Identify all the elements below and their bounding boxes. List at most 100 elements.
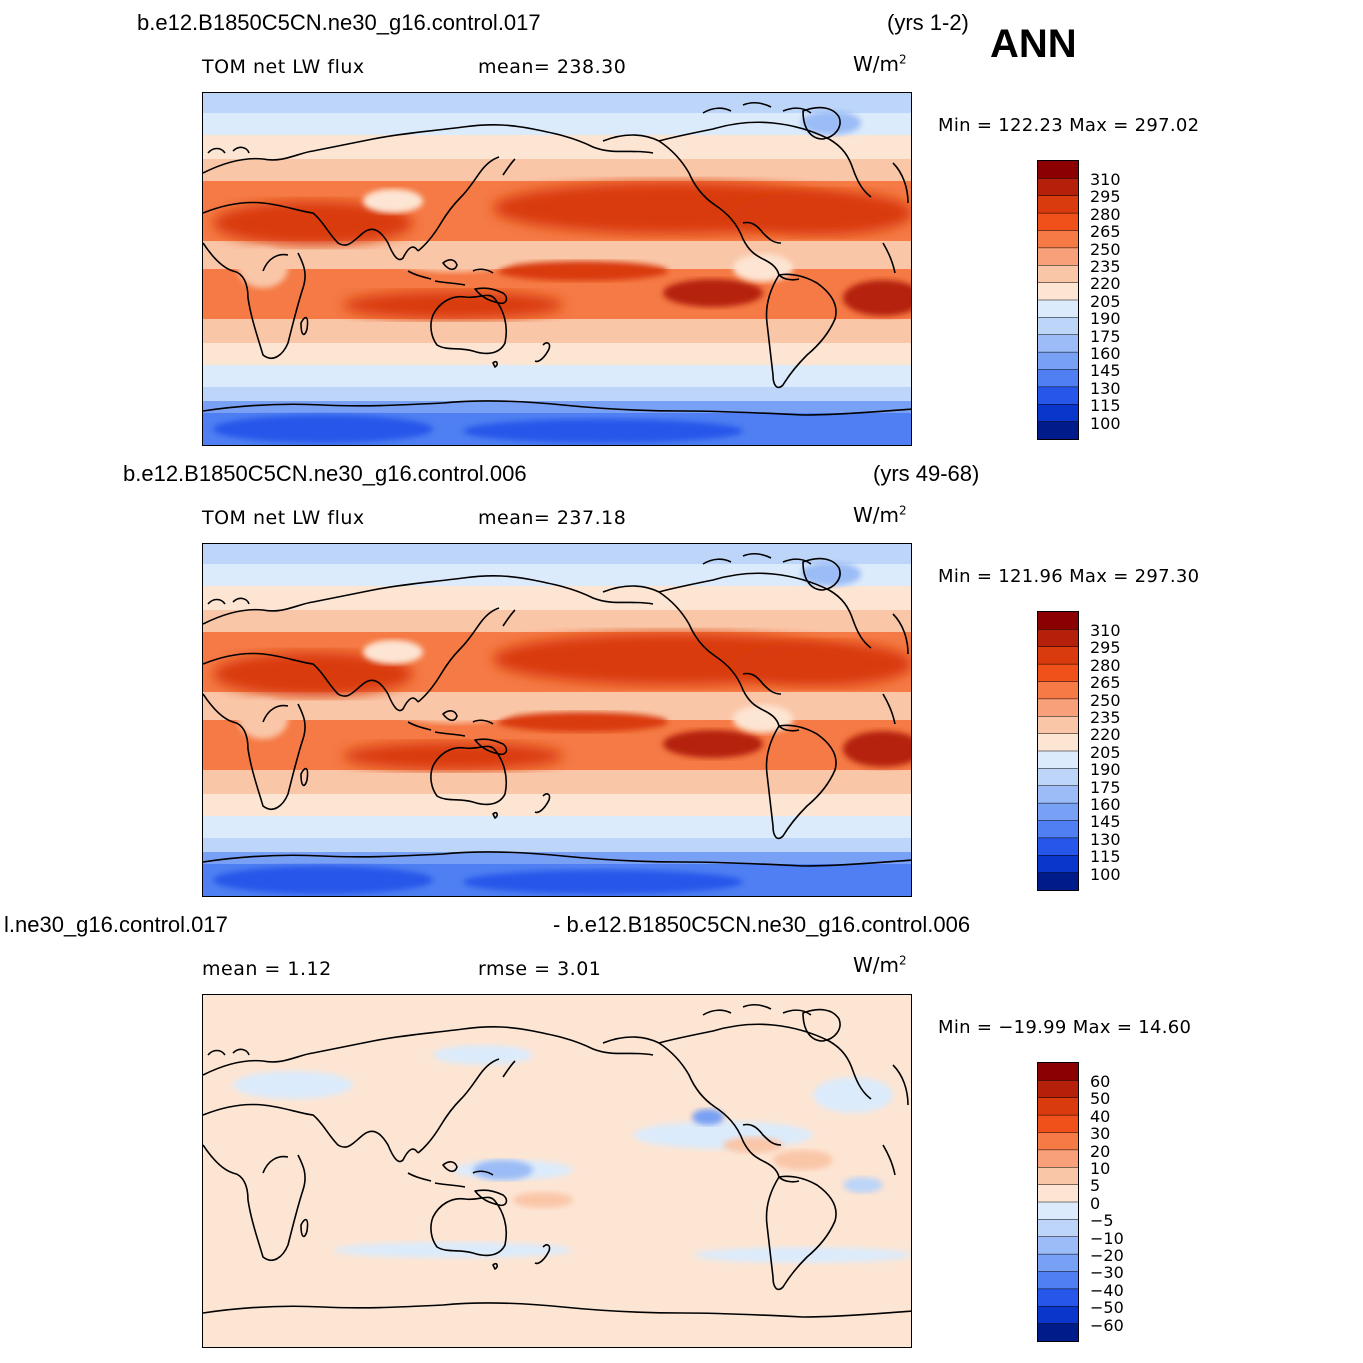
colorbar-swatch	[1038, 1115, 1078, 1134]
colorbar-swatch	[1038, 612, 1078, 630]
colorbar-tick: 175	[1090, 326, 1121, 346]
colorbar-tick: 60	[1090, 1072, 1111, 1091]
colorbar-tick: 280	[1090, 204, 1121, 224]
panel1-minmax: Min = 122.23 Max = 297.02	[938, 115, 1200, 136]
colorbar-tick: 40	[1090, 1106, 1111, 1126]
colorbar-tick: 220	[1090, 274, 1121, 294]
colorbar-tick: 205	[1090, 291, 1121, 311]
colorbar-swatch	[1038, 1306, 1078, 1325]
season-label: ANN	[990, 22, 1077, 66]
panel2-case-title: b.e12.B1850C5CN.ne30_g16.control.006	[123, 461, 527, 486]
colorbar-swatch	[1038, 1097, 1078, 1116]
colorbar-tick: 235	[1090, 257, 1121, 276]
colorbar-tick: 205	[1090, 742, 1121, 762]
colorbar-swatch	[1038, 768, 1078, 787]
colorbar-swatch	[1038, 785, 1078, 804]
colorbar-swatch	[1038, 872, 1078, 890]
colorbar-tick: 250	[1090, 239, 1121, 259]
colorbar-swatch	[1038, 317, 1078, 336]
colorbar-tick: 295	[1090, 187, 1121, 207]
colorbar-tick: 130	[1090, 378, 1121, 398]
colorbar-swatch	[1038, 698, 1078, 717]
panel2-years: (yrs 49-68)	[873, 461, 980, 486]
colorbar-swatch	[1038, 178, 1078, 197]
panel1-variable-label: TOM net LW flux	[202, 56, 365, 78]
panel1-units: W/m2	[853, 52, 907, 76]
colorbar-swatch	[1038, 1288, 1078, 1307]
colorbar-swatch	[1038, 213, 1078, 232]
colorbar-tick: 265	[1090, 673, 1121, 693]
colorbar-swatch	[1038, 1254, 1078, 1273]
colorbar-tick: 190	[1090, 760, 1121, 780]
colorbar-swatch	[1038, 1149, 1078, 1168]
colorbar-tick: 145	[1090, 361, 1121, 381]
colorbar-swatch	[1038, 1219, 1078, 1238]
colorbar-tick: 130	[1090, 829, 1121, 849]
colorbar-tick: 190	[1090, 309, 1121, 329]
panel2-mean-label: mean= 237.18	[478, 507, 627, 529]
colorbar-swatch	[1038, 161, 1078, 179]
colorbar-tick: 235	[1090, 708, 1121, 727]
panel3-map	[202, 994, 912, 1348]
colorbar-swatch	[1038, 629, 1078, 648]
panel3-units: W/m2	[853, 953, 907, 977]
colorbar-tick: 115	[1090, 396, 1121, 416]
colorbar-tick: −5	[1090, 1211, 1114, 1231]
colorbar-tick: 145	[1090, 812, 1121, 832]
colorbar-tick: 20	[1090, 1141, 1111, 1161]
colorbar-tick: 0	[1090, 1193, 1101, 1213]
colorbar-swatch	[1038, 386, 1078, 405]
panel2-units: W/m2	[853, 503, 907, 527]
colorbar-swatch	[1038, 300, 1078, 318]
colorbar-swatch	[1038, 1184, 1078, 1203]
panel2-minmax: Min = 121.96 Max = 297.30	[938, 566, 1200, 587]
colorbar-tick: 100	[1090, 864, 1121, 884]
colorbar-swatch	[1038, 247, 1078, 266]
colorbar-tick: 115	[1090, 847, 1121, 867]
colorbar-tick: −20	[1090, 1246, 1124, 1265]
colorbar-tick: −60	[1090, 1315, 1124, 1335]
colorbar-swatch	[1038, 1271, 1078, 1290]
panel2-variable-label: TOM net LW flux	[202, 507, 365, 529]
colorbar-tick: 310	[1090, 170, 1121, 189]
colorbar-swatch	[1038, 1323, 1078, 1341]
colorbar-swatch	[1038, 1063, 1078, 1081]
colorbar-tick: 265	[1090, 222, 1121, 242]
panel3-minmax: Min = −19.99 Max = 14.60	[938, 1017, 1192, 1038]
panel3-case-title: l.ne30_g16.control.017	[4, 912, 228, 937]
colorbar-swatch	[1038, 681, 1078, 700]
colorbar-tick: −50	[1090, 1298, 1124, 1318]
colorbar-tick: −40	[1090, 1280, 1124, 1300]
colorbar-tick: 50	[1090, 1089, 1111, 1109]
colorbar-swatch	[1038, 751, 1078, 769]
colorbar-swatch	[1038, 1167, 1078, 1186]
colorbar-swatch	[1038, 421, 1078, 439]
colorbar-swatch	[1038, 1132, 1078, 1151]
colorbar-tick: 100	[1090, 413, 1121, 433]
panel3-minus-case: - b.e12.B1850C5CN.ne30_g16.control.006	[553, 912, 971, 937]
colorbar-swatch	[1038, 1080, 1078, 1099]
colorbar-swatch	[1038, 282, 1078, 301]
colorbar-swatch	[1038, 646, 1078, 665]
panel3-mean-label: mean = 1.12	[202, 958, 332, 980]
colorbar-swatch	[1038, 352, 1078, 371]
colorbar-tick: 160	[1090, 344, 1121, 363]
panel2-colorbar	[1037, 611, 1079, 891]
colorbar-swatch	[1038, 1202, 1078, 1220]
colorbar-swatch	[1038, 265, 1078, 284]
panel1-colorbar	[1037, 160, 1079, 440]
colorbar-swatch	[1038, 1236, 1078, 1255]
panel3-rmse-label: rmse = 3.01	[478, 958, 602, 980]
colorbar-swatch	[1038, 195, 1078, 214]
colorbar-tick: 220	[1090, 725, 1121, 745]
colorbar-tick: −30	[1090, 1263, 1124, 1283]
colorbar-tick: 295	[1090, 638, 1121, 658]
colorbar-tick: 30	[1090, 1124, 1111, 1144]
colorbar-swatch	[1038, 837, 1078, 856]
colorbar-swatch	[1038, 803, 1078, 822]
colorbar-tick: −10	[1090, 1228, 1124, 1248]
panel1-years: (yrs 1-2)	[887, 10, 969, 35]
colorbar-swatch	[1038, 716, 1078, 735]
panel1-mean-label: mean= 238.30	[478, 56, 627, 78]
colorbar-swatch	[1038, 820, 1078, 839]
